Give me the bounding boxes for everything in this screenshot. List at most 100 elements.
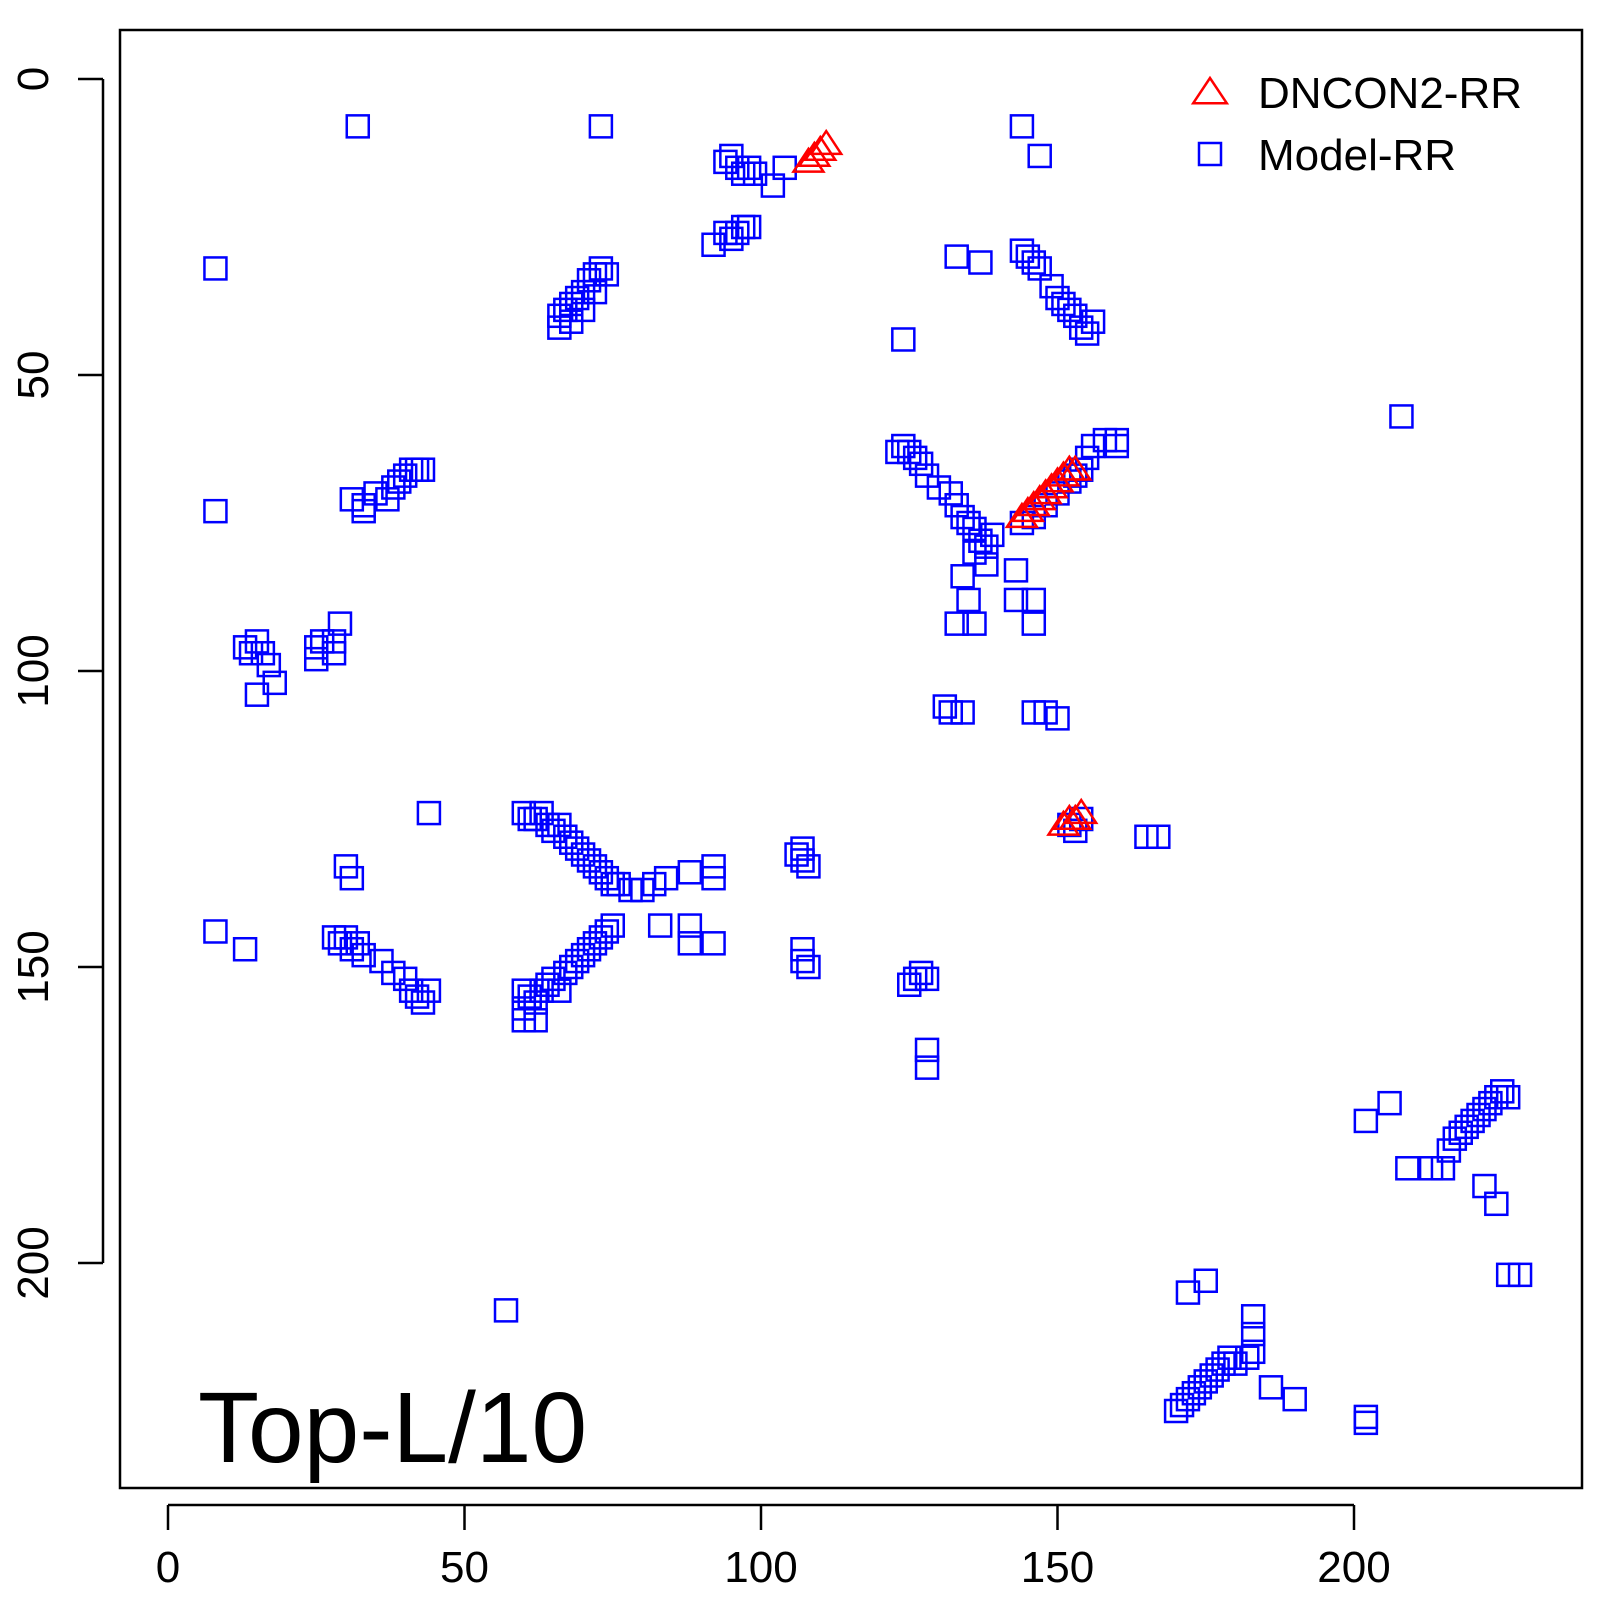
model-rr-point bbox=[914, 1037, 940, 1063]
model-rr-point bbox=[1235, 1345, 1260, 1370]
model-rr-point bbox=[1353, 1404, 1379, 1430]
model-rr-point bbox=[345, 114, 371, 139]
model-rr-point bbox=[974, 552, 999, 577]
model-rr-point bbox=[1240, 1321, 1266, 1347]
dncon2-rr-point bbox=[1063, 797, 1099, 825]
model-rr-point bbox=[950, 564, 975, 589]
model-rr-point bbox=[256, 652, 282, 678]
y-axis: 0 50 100 150 200 bbox=[9, 67, 105, 1300]
model-rr-point bbox=[796, 954, 821, 980]
model-rr-point bbox=[1507, 1262, 1533, 1288]
model-rr-point bbox=[416, 800, 442, 826]
model-rr-point bbox=[950, 700, 975, 725]
model-rr-point bbox=[493, 1298, 519, 1323]
x-tick-label: 100 bbox=[724, 1543, 797, 1592]
model-rr-point bbox=[203, 919, 228, 944]
model-rr-point bbox=[1027, 143, 1052, 169]
model-rr-point bbox=[327, 611, 353, 636]
model-rr-point bbox=[1003, 587, 1029, 613]
model-rr-point bbox=[339, 865, 365, 891]
model-rr-point bbox=[790, 836, 815, 861]
model-rr-point bbox=[980, 522, 1005, 548]
legend-label: DNCON2-RR bbox=[1258, 69, 1522, 118]
model-rr-point bbox=[1395, 1156, 1420, 1181]
model-rr-point bbox=[1045, 706, 1070, 731]
model-rr-point bbox=[1217, 1345, 1242, 1370]
model-rr-point bbox=[203, 498, 228, 524]
model-rr-point bbox=[1282, 1386, 1307, 1412]
model-rr-point bbox=[1484, 1191, 1509, 1217]
dncon2-rr-point bbox=[1058, 454, 1093, 481]
model-rr-point bbox=[1193, 1268, 1218, 1294]
model-rr-point bbox=[547, 978, 572, 1003]
model-rr-point bbox=[244, 682, 270, 707]
model-rr-point bbox=[304, 646, 329, 672]
model-rr-point bbox=[1021, 611, 1047, 636]
model-rr-point bbox=[944, 611, 969, 636]
model-rr-point bbox=[677, 931, 703, 956]
model-rr-point bbox=[891, 327, 916, 352]
model-rr-point bbox=[914, 1055, 940, 1080]
model-rr-point bbox=[1146, 824, 1171, 850]
model-rr-point bbox=[588, 256, 614, 281]
model-rr-point bbox=[932, 694, 958, 719]
dncon2-rr-points bbox=[791, 128, 1099, 836]
model-rr-point bbox=[1080, 309, 1106, 334]
model-rr-point bbox=[511, 996, 537, 1021]
model-rr-point bbox=[956, 587, 981, 613]
model-rr-point bbox=[203, 256, 228, 281]
model-rr-point bbox=[701, 931, 726, 956]
dncon2-rr-point bbox=[1046, 460, 1081, 487]
legend-triangle-marker bbox=[1190, 75, 1230, 105]
model-rr-point bbox=[1353, 1108, 1379, 1134]
y-tick-label: 200 bbox=[9, 1226, 58, 1299]
model-rr-point bbox=[321, 640, 347, 666]
model-rr-point bbox=[600, 913, 625, 938]
model-rr-point bbox=[962, 611, 987, 636]
model-rr-point bbox=[1104, 433, 1130, 459]
dncon2-rr-point bbox=[808, 128, 844, 156]
model-rr-point bbox=[736, 155, 762, 181]
model-rr-point bbox=[1240, 1339, 1266, 1365]
model-rr-point bbox=[796, 854, 821, 879]
y-tick-label: 0 bbox=[9, 67, 58, 91]
dncon2-rr-point bbox=[1058, 803, 1093, 830]
model-rr-point bbox=[594, 919, 620, 944]
model-rr-point bbox=[410, 457, 436, 482]
y-tick-label: 150 bbox=[9, 930, 58, 1003]
plot-frame bbox=[118, 28, 1584, 1490]
model-rr-point bbox=[1009, 114, 1035, 139]
legend: DNCON2-RR Model-RR bbox=[1190, 69, 1522, 180]
model-rr-point bbox=[1430, 1156, 1456, 1181]
model-rr-point bbox=[1240, 1304, 1266, 1329]
y-tick-label: 50 bbox=[9, 351, 58, 400]
model-rr-point bbox=[1003, 558, 1029, 583]
model-rr-point bbox=[588, 114, 614, 139]
y-tick-label: 100 bbox=[9, 634, 58, 707]
x-tick-label: 0 bbox=[156, 1543, 180, 1592]
chart-annotation: Top-L/10 bbox=[198, 1372, 587, 1484]
x-axis: 0 50 100 150 200 bbox=[156, 1503, 1391, 1592]
model-rr-point bbox=[594, 262, 620, 287]
model-rr-point bbox=[1389, 404, 1414, 429]
model-rr-point bbox=[351, 498, 376, 524]
model-rr-point bbox=[968, 250, 993, 275]
model-rr-point bbox=[1490, 1079, 1515, 1104]
model-rr-point bbox=[944, 244, 969, 269]
model-rr-point bbox=[736, 214, 762, 240]
model-rr-point bbox=[1495, 1084, 1521, 1110]
model-rr-point bbox=[232, 936, 258, 962]
model-rr-point bbox=[1353, 1410, 1379, 1436]
model-rr-point bbox=[416, 978, 442, 1003]
x-tick-label: 150 bbox=[1021, 1543, 1094, 1592]
dncon2-rr-point bbox=[803, 134, 838, 162]
model-rr-point bbox=[1021, 587, 1047, 613]
model-rr-point bbox=[1258, 1375, 1284, 1400]
model-rr-point bbox=[653, 865, 679, 891]
model-rr-point bbox=[1021, 250, 1047, 275]
model-rr-points bbox=[203, 114, 1533, 1436]
model-rr-point bbox=[647, 913, 673, 938]
model-rr-point bbox=[914, 966, 940, 992]
model-rr-point bbox=[908, 960, 934, 986]
